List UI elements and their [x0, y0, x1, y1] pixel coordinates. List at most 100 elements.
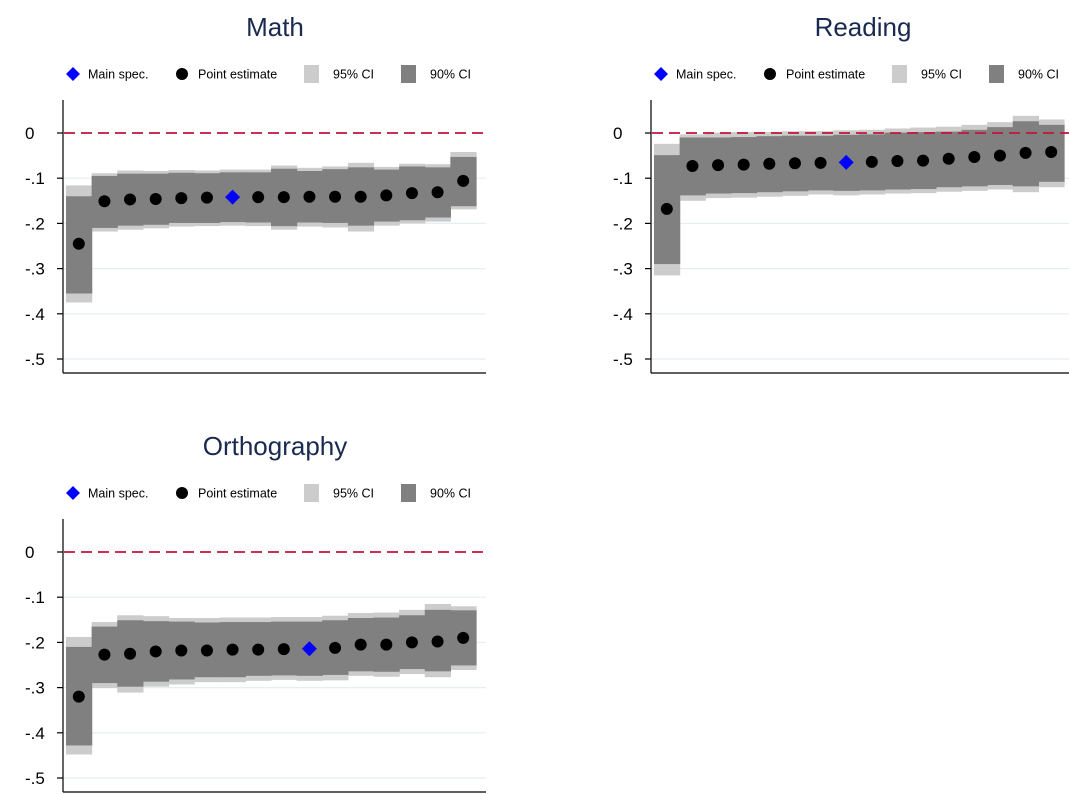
point-estimate	[98, 195, 111, 208]
point-estimate	[124, 647, 137, 660]
y-tick-label: -.1	[25, 169, 45, 188]
point-estimate	[712, 159, 725, 172]
point-estimate	[1019, 146, 1032, 159]
y-tick-label: -.3	[613, 260, 633, 279]
legend-ci90-swatch	[989, 65, 1004, 83]
point-estimate	[457, 174, 470, 187]
point-estimate	[405, 636, 418, 649]
legend-main-spec-marker	[654, 67, 668, 81]
point-estimate	[329, 190, 342, 203]
legend-ci95-swatch	[892, 65, 907, 83]
point-estimate	[124, 193, 137, 206]
point-estimate	[72, 690, 85, 703]
legend-ci95-swatch	[304, 484, 319, 502]
point-estimate	[277, 191, 290, 204]
point-estimate	[405, 187, 418, 200]
point-estimate	[354, 190, 367, 203]
legend-ci95-label: 95% CI	[333, 487, 374, 501]
legend-main-spec-marker	[66, 67, 80, 81]
y-tick-label: -.5	[613, 350, 633, 369]
point-estimate	[329, 641, 342, 654]
point-estimate	[175, 644, 188, 657]
point-estimate	[431, 186, 444, 199]
point-estimate	[917, 154, 930, 167]
legend: Main spec. Point estimate 95% CI 90% CI	[66, 65, 471, 83]
point-estimate	[788, 157, 801, 170]
point-estimate	[175, 192, 188, 205]
point-estimate	[354, 638, 367, 651]
point-estimate	[891, 155, 904, 168]
point-estimate	[993, 149, 1006, 162]
legend-ci90-label: 90% CI	[1018, 68, 1059, 82]
y-tick-label: 0	[25, 124, 34, 143]
y-tick-label: -.2	[25, 214, 45, 233]
point-estimate	[380, 638, 393, 651]
legend: Main spec. Point estimate 95% CI 90% CI	[66, 484, 471, 502]
y-tick-label: -.4	[25, 305, 45, 324]
point-estimate	[72, 237, 85, 250]
point-estimate	[380, 189, 393, 202]
point-estimate	[660, 202, 673, 215]
legend-ci90-label: 90% CI	[430, 487, 471, 501]
legend: Main spec. Point estimate 95% CI 90% CI	[654, 65, 1059, 83]
point-estimate	[98, 648, 111, 661]
legend-point-label: Point estimate	[198, 487, 277, 501]
legend-ci95-label: 95% CI	[333, 68, 374, 82]
y-tick-label: -.5	[25, 769, 45, 788]
main-spec-point	[225, 189, 241, 205]
panel-title: Reading	[815, 12, 912, 42]
point-estimate	[814, 156, 827, 169]
legend-main-spec-marker	[66, 486, 80, 500]
y-tick-label: 0	[25, 543, 34, 562]
panel-math: Math Main spec. Point estimate 95% CI 90% CI…	[25, 12, 486, 374]
legend-main-spec-label: Main spec.	[676, 68, 736, 82]
point-estimate	[226, 643, 239, 656]
y-tick-label: -.4	[25, 724, 45, 743]
panel-orthography: Orthography Main spec. Point estimate 95% C…	[25, 431, 486, 793]
panel-title: Orthography	[203, 431, 348, 461]
point-estimate	[252, 643, 265, 656]
y-tick-label: -.2	[25, 633, 45, 652]
main-spec-point	[838, 154, 854, 170]
legend-main-spec-label: Main spec.	[88, 487, 148, 501]
point-estimate	[865, 155, 878, 168]
point-estimate	[303, 190, 316, 203]
point-estimate	[457, 631, 470, 644]
y-tick-label: -.3	[25, 260, 45, 279]
point-estimate	[277, 643, 290, 656]
point-estimate	[763, 157, 776, 170]
point-estimate	[1045, 145, 1058, 158]
point-estimate	[968, 150, 981, 163]
y-tick-label: 0	[613, 124, 622, 143]
panel-title: Math	[246, 12, 304, 42]
point-estimate	[942, 152, 955, 165]
point-estimate	[252, 191, 265, 204]
point-estimate	[149, 645, 162, 658]
legend-ci90-swatch	[401, 484, 416, 502]
y-tick-label: -.3	[25, 679, 45, 698]
legend-point-marker	[176, 68, 188, 80]
point-estimate	[200, 644, 213, 657]
point-estimate	[737, 158, 750, 171]
legend-point-marker	[764, 68, 776, 80]
legend-point-label: Point estimate	[786, 68, 865, 82]
y-tick-label: -.2	[613, 214, 633, 233]
main-spec-point	[301, 641, 317, 657]
legend-ci90-swatch	[401, 65, 416, 83]
point-estimate	[200, 191, 213, 204]
point-estimate	[431, 635, 444, 648]
point-estimate	[686, 159, 699, 172]
legend-point-label: Point estimate	[198, 68, 277, 82]
y-tick-label: -.1	[613, 169, 633, 188]
y-tick-label: -.5	[25, 350, 45, 369]
point-estimate	[149, 192, 162, 205]
legend-ci95-swatch	[304, 65, 319, 83]
legend-ci90-label: 90% CI	[430, 68, 471, 82]
legend-point-marker	[176, 487, 188, 499]
y-tick-label: -.4	[613, 305, 633, 324]
legend-main-spec-label: Main spec.	[88, 68, 148, 82]
panel-reading: Reading Main spec. Point estimate 95% CI 90%…	[613, 12, 1069, 374]
y-tick-label: -.1	[25, 588, 45, 607]
legend-ci95-label: 95% CI	[921, 68, 962, 82]
